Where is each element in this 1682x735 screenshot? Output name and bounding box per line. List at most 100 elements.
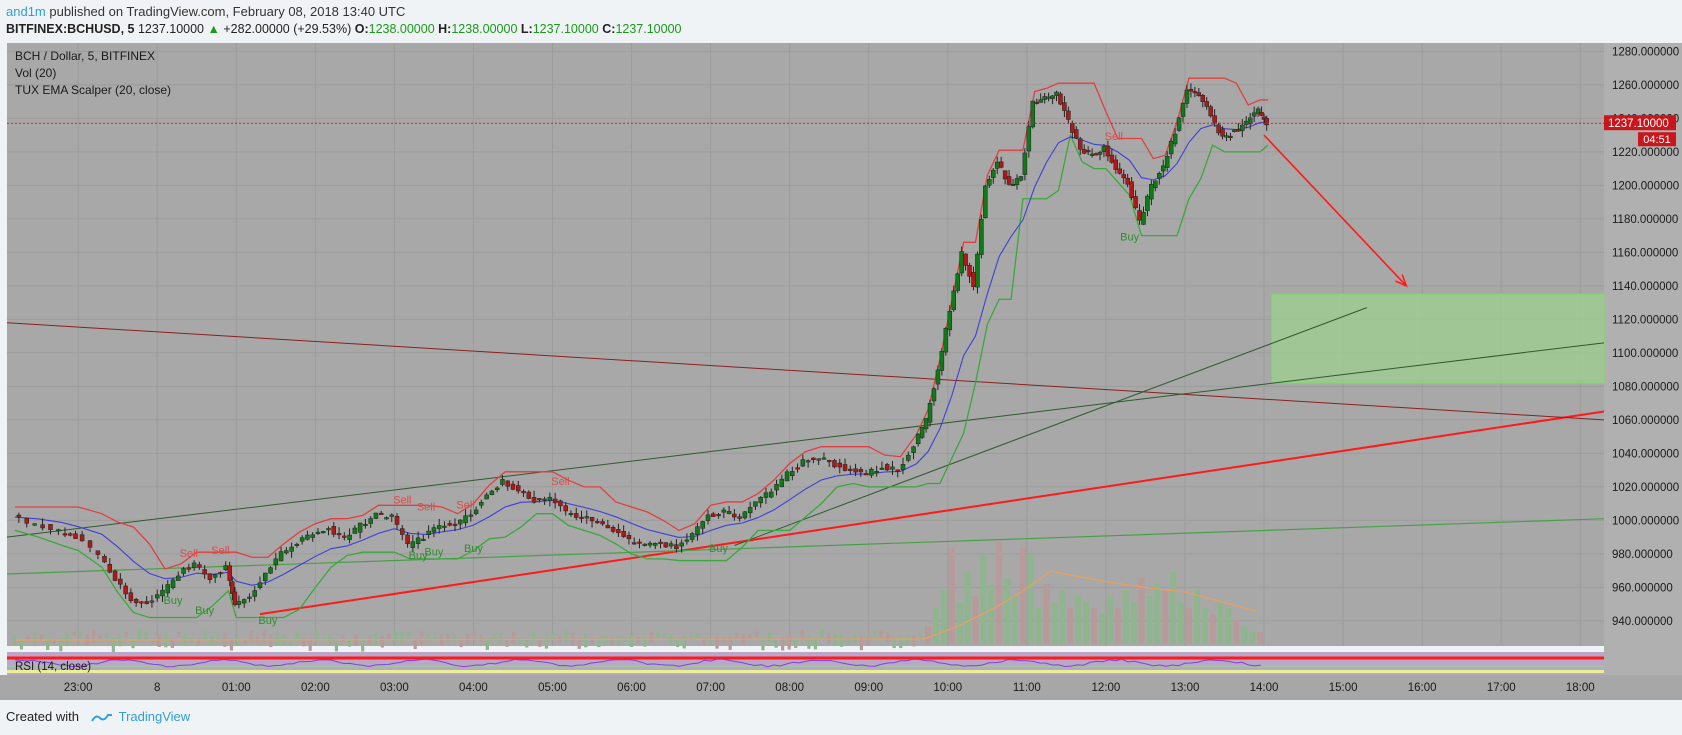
candle-body xyxy=(379,513,383,515)
candle-body xyxy=(920,427,924,437)
candle-body xyxy=(979,219,983,254)
volume-bar xyxy=(1091,608,1097,644)
candle-body xyxy=(901,464,905,470)
tradingview-brand-link[interactable]: TradingView xyxy=(119,709,191,724)
candle-body xyxy=(400,529,404,535)
candle-body xyxy=(453,524,457,526)
volume-bar xyxy=(906,635,909,644)
candle-body xyxy=(1055,92,1059,95)
candle-body xyxy=(150,601,154,603)
candle-body xyxy=(1114,160,1118,170)
time-tick-label: 16:00 xyxy=(1408,682,1437,694)
candle-body xyxy=(936,370,940,384)
candle-body xyxy=(374,513,378,518)
candle-body xyxy=(1153,181,1157,188)
candle-body xyxy=(390,515,394,517)
candle-body xyxy=(944,328,948,352)
candle-body xyxy=(664,543,668,547)
volume-bar xyxy=(1218,602,1224,644)
candle-body xyxy=(274,559,278,565)
candle-body xyxy=(960,252,964,273)
candle-body xyxy=(395,516,399,524)
candle-body xyxy=(213,575,217,578)
candle-body xyxy=(811,458,815,460)
candle-body xyxy=(1094,154,1098,156)
volume-bar xyxy=(20,639,23,649)
candle-body xyxy=(1003,171,1007,179)
volume-bar xyxy=(256,636,259,641)
volume-bar xyxy=(341,636,344,641)
candle-body xyxy=(574,513,578,517)
time-tick-label: 14:00 xyxy=(1250,682,1279,694)
countdown-label: 04:51 xyxy=(1643,134,1671,146)
candle-body xyxy=(96,551,100,555)
volume-bar xyxy=(158,635,161,647)
candle-body xyxy=(74,534,78,539)
time-tick-label: 13:00 xyxy=(1171,682,1200,694)
volume-bar xyxy=(1067,608,1073,644)
candle-body xyxy=(416,538,420,544)
volume-bar xyxy=(197,638,200,646)
volume-bar xyxy=(125,632,128,637)
candle-body xyxy=(432,528,436,532)
volume-bar xyxy=(1241,626,1247,644)
candle-body xyxy=(1169,141,1173,154)
candle-body xyxy=(643,544,647,546)
volume-bar xyxy=(768,632,771,643)
candle-body xyxy=(1161,166,1165,171)
volume-bar xyxy=(656,632,659,638)
candle-body xyxy=(1051,96,1055,99)
volume-bar xyxy=(1154,584,1160,644)
signal-sell: Sell xyxy=(456,500,474,512)
candle-body xyxy=(1035,102,1039,104)
volume-bar xyxy=(840,635,843,647)
signal-buy: Buy xyxy=(1120,232,1139,244)
candle-body xyxy=(490,491,494,495)
volume-bar xyxy=(1194,590,1200,644)
candle-body xyxy=(1019,176,1023,180)
candle-body xyxy=(103,556,107,562)
volume-bar xyxy=(1115,608,1121,644)
price-chart[interactable]: 940.000000 960.000000 980.000000 1000.00000… xyxy=(0,0,1682,700)
volume-bar xyxy=(1044,584,1050,644)
candle-body xyxy=(118,579,122,584)
candle-body xyxy=(1098,152,1102,154)
candle-body xyxy=(1224,136,1228,138)
signal-sell: Sell xyxy=(393,495,411,507)
candle-body xyxy=(155,595,159,598)
volume-bar xyxy=(368,637,371,644)
candle-body xyxy=(129,593,133,601)
candle-body xyxy=(442,526,446,528)
candle-body xyxy=(827,460,831,462)
time-tick-label: 10:00 xyxy=(933,682,962,694)
candle-body xyxy=(1082,149,1086,153)
candle-body xyxy=(622,531,626,536)
candle-body xyxy=(500,479,504,484)
candle-body xyxy=(732,514,736,517)
candle-body xyxy=(1177,118,1181,131)
rsi-bottom-band xyxy=(7,670,1604,673)
candle-body xyxy=(558,501,562,506)
candle-body xyxy=(421,539,425,541)
volume-bar xyxy=(479,635,482,642)
signal-buy: Buy xyxy=(424,547,443,559)
candle-body xyxy=(208,574,212,580)
candle-body xyxy=(864,473,868,475)
candle-body xyxy=(332,526,336,534)
volume-bar xyxy=(1028,554,1034,644)
signal-sell: Sell xyxy=(180,548,198,560)
legend-volume: Vol (20) xyxy=(15,66,56,80)
candle-body xyxy=(171,580,175,588)
volume-bar xyxy=(873,630,876,637)
candle-body xyxy=(290,547,294,551)
candle-body xyxy=(753,502,757,507)
time-tick-label: 23:00 xyxy=(64,682,93,694)
price-tick-label: 1000.000000 xyxy=(1612,515,1679,527)
volume-bar xyxy=(893,639,896,648)
candle-body xyxy=(991,170,995,178)
candle-body xyxy=(611,527,615,531)
candle-body xyxy=(1086,150,1090,152)
volume-bar xyxy=(1107,596,1113,644)
volume-bar xyxy=(1075,596,1081,644)
tradingview-logo-icon xyxy=(91,712,113,724)
